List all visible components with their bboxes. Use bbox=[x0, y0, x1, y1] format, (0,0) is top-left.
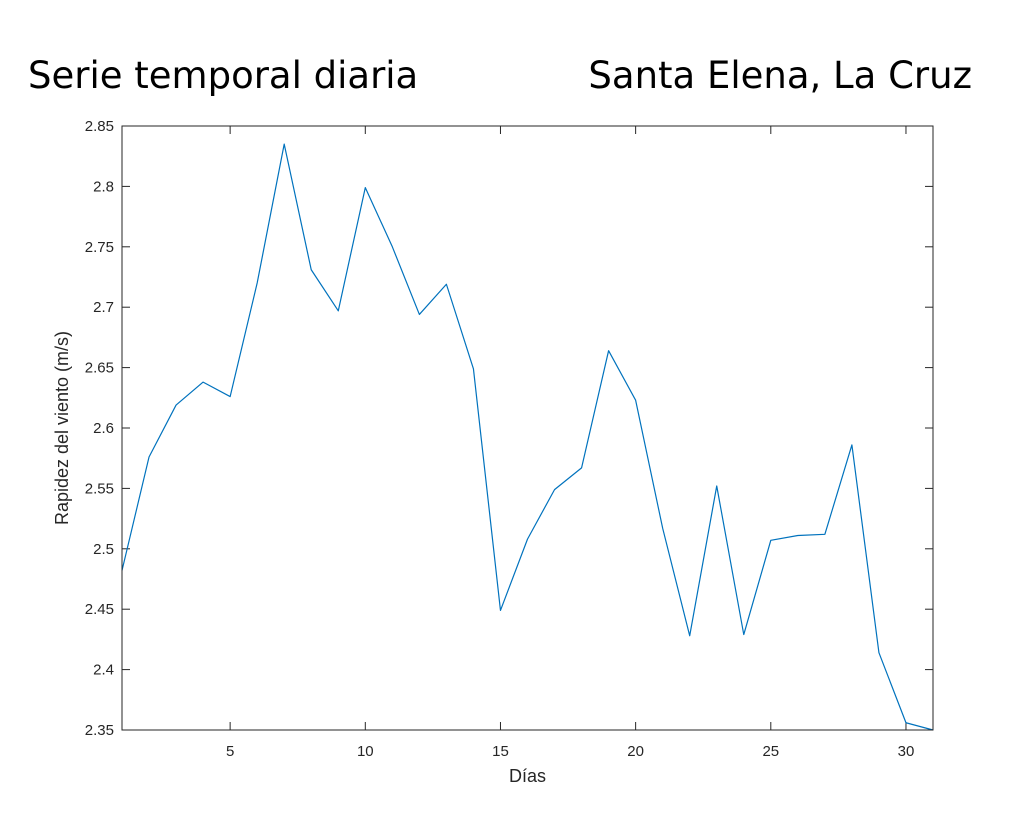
y-tick-label: 2.85 bbox=[85, 118, 114, 135]
chart-title-right: Santa Elena, La Cruz bbox=[588, 54, 972, 97]
y-tick-label: 2.7 bbox=[93, 299, 114, 316]
y-tick-label: 2.65 bbox=[85, 360, 114, 377]
y-tick-label: 2.4 bbox=[93, 662, 114, 679]
x-axis-ticks: 5 10 15 20 25 30 bbox=[226, 126, 914, 760]
x-axis-label: Días bbox=[509, 766, 546, 786]
y-tick-label: 2.6 bbox=[93, 420, 114, 437]
y-tick-label: 2.5 bbox=[93, 541, 114, 558]
y-tick-label: 2.8 bbox=[93, 178, 114, 195]
y-tick-label: 2.75 bbox=[85, 239, 114, 256]
y-tick-label: 2.55 bbox=[85, 480, 114, 497]
x-tick-label: 30 bbox=[898, 743, 915, 760]
x-tick-label: 10 bbox=[357, 743, 374, 760]
chart-title-left: Serie temporal diaria bbox=[28, 54, 418, 97]
plot-area bbox=[122, 126, 933, 730]
y-axis-label: Rapidez del viento (m/s) bbox=[52, 331, 72, 525]
series-layer bbox=[121, 143, 934, 731]
y-tick-label: 2.45 bbox=[85, 601, 114, 618]
x-tick-label: 20 bbox=[627, 743, 644, 760]
y-axis-ticks: 2.35 2.4 2.45 2.5 2.55 2.6 2.65 2.7 2.75 2.8 2.85 bbox=[85, 118, 933, 739]
x-tick-label: 5 bbox=[226, 743, 234, 760]
x-tick-label: 15 bbox=[492, 743, 509, 760]
plot-box bbox=[121, 125, 934, 731]
x-tick-label: 25 bbox=[762, 743, 779, 760]
y-tick-label: 2.35 bbox=[85, 722, 114, 739]
